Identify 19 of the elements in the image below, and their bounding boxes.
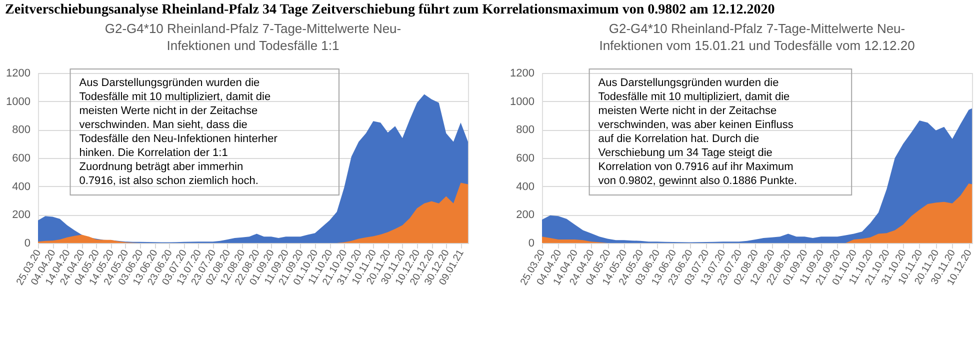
y-tick-label: 600 [516,152,534,164]
y-tick-label: 800 [516,124,534,136]
y-tick-label: 200 [516,209,534,222]
chart-title: G2-G4*10 Rheinland-Pfalz 7-Tage-Mittelwerte Neu-Infektionen und Todesfälle 1:1 [104,21,402,53]
y-tick-label: 0 [528,238,534,250]
y-tick-label: 1200 [6,68,30,80]
y-tick-label: 600 [12,152,30,164]
annotation: Aus Darstellungsgründen wurden die Todesfälle mit 10 multipliziert, damit die meisten Werte nicht in der Zeitachse verschwinden. Man sieht, dass die Todesfälle den Neu-Infektionen hinterher hinken. Die Korrelation der 1:1 Zuordnung beträgt aber immerhin 0.7916, ist also schon ziemlich hoch. [79,77,278,187]
text: Zeitverschiebungsanalyse Rheinland-Pfalz 34 Tage Zeitverschiebung führt zum Korrelationsmaximum von 0.9802 am 12.12.2020 [5,2,775,18]
y-tick-label: 1200 [510,68,534,80]
y-tick-label: 800 [12,124,30,136]
chart-title: G2-G4*10 Rheinland-Pfalz 7-Tage-Mittelwerte Neu-Infektionen vom 15.01.21 und Todesfälle vom 12.12.20 [599,21,915,53]
y-tick-label: 0 [24,238,30,250]
y-tick-label: 1000 [6,96,30,108]
y-tick-label: 400 [516,180,534,193]
y-tick-label: 1000 [510,96,534,108]
annotation: Aus Darstellungsgründen wurden die Todesfälle mit 10 multipliziert, damit die meisten Werte nicht in der Zeitachse verschwinden, was aber keinen Einfluss auf die Korrelation hat. Durch die Verschiebung um 34 Tage steigt die Korrelation von 0.7916 auf ihr Maximum von 0.9802, gewinnt also 0.1886 Punkte. [598,77,798,187]
y-tick-label: 200 [12,209,30,222]
y-tick-label: 400 [12,180,30,193]
